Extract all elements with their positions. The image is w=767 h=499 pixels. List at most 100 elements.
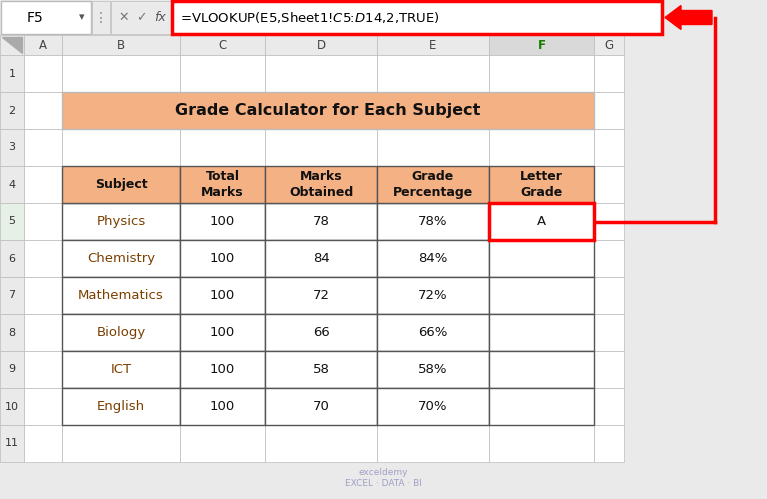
Bar (180, 166, 265, 203)
Polygon shape (2, 37, 22, 53)
Text: ICT: ICT (110, 363, 132, 376)
Bar (489, 351, 594, 388)
Text: 84%: 84% (418, 252, 448, 265)
Bar (594, 240, 624, 277)
Bar (265, 425, 377, 462)
Bar (489, 166, 594, 203)
Text: 4: 4 (8, 180, 15, 190)
Bar (265, 55, 377, 92)
Bar (62, 425, 180, 462)
Bar (594, 314, 624, 351)
Text: 100: 100 (210, 326, 235, 339)
Text: 100: 100 (210, 400, 235, 413)
Text: Physics: Physics (97, 215, 146, 228)
Bar (489, 388, 594, 425)
Bar (265, 129, 377, 166)
Text: 70: 70 (313, 400, 330, 413)
Bar (0, 388, 24, 425)
Text: Total
Marks: Total Marks (201, 170, 244, 199)
Text: fx: fx (154, 11, 166, 24)
Text: 6: 6 (8, 253, 15, 263)
Bar (0, 203, 24, 240)
Bar (0, 129, 24, 166)
Bar (62, 166, 180, 203)
Bar (62, 240, 180, 277)
Bar (0, 35, 24, 55)
Bar (180, 388, 265, 425)
Text: 58: 58 (313, 363, 330, 376)
Text: 10: 10 (5, 402, 19, 412)
Bar (594, 92, 624, 129)
Bar (377, 314, 489, 351)
Bar (265, 92, 377, 129)
Bar (180, 351, 265, 388)
Bar (24, 92, 62, 129)
Bar (24, 55, 62, 92)
Bar (180, 314, 265, 351)
Text: 7: 7 (8, 290, 15, 300)
Text: exceldemy
EXCEL · DATA · BI: exceldemy EXCEL · DATA · BI (344, 468, 421, 489)
Bar (24, 129, 62, 166)
Bar (377, 388, 489, 425)
Bar (0, 277, 24, 314)
Bar (377, 388, 489, 425)
Text: E: E (430, 38, 436, 51)
Bar (489, 129, 594, 166)
Bar (180, 425, 265, 462)
Bar (377, 240, 489, 277)
Bar (594, 166, 624, 203)
Bar (265, 240, 377, 277)
Bar (24, 351, 62, 388)
Bar (180, 92, 265, 129)
Bar (594, 277, 624, 314)
Bar (0, 425, 24, 462)
Text: B: B (117, 38, 125, 51)
Bar (489, 351, 594, 388)
Bar (377, 351, 489, 388)
Text: A: A (39, 38, 47, 51)
Bar (62, 277, 180, 314)
Bar (265, 351, 377, 388)
Bar (180, 35, 265, 55)
Bar (24, 35, 62, 55)
Bar (172, 1, 662, 34)
Bar (265, 351, 377, 388)
Text: Biology: Biology (97, 326, 146, 339)
Bar (265, 240, 377, 277)
Text: C: C (219, 38, 226, 51)
Bar (489, 55, 594, 92)
Bar (265, 388, 377, 425)
Bar (1, 1, 91, 34)
Bar (62, 92, 180, 129)
Text: 3: 3 (8, 143, 15, 153)
Bar (62, 240, 180, 277)
Bar (489, 240, 594, 277)
Text: Grade Calculator for Each Subject: Grade Calculator for Each Subject (176, 103, 481, 118)
Bar (594, 388, 624, 425)
Bar (111, 1, 171, 34)
Bar (24, 240, 62, 277)
Bar (0, 240, 24, 277)
Text: A: A (537, 215, 546, 228)
Bar (24, 314, 62, 351)
Text: ✓: ✓ (136, 11, 146, 24)
Bar (62, 55, 180, 92)
Bar (377, 351, 489, 388)
Text: 84: 84 (313, 252, 329, 265)
Text: 9: 9 (8, 364, 15, 375)
Bar (0, 92, 24, 129)
Bar (489, 166, 594, 203)
Bar (180, 351, 265, 388)
Text: ✕: ✕ (119, 11, 130, 24)
Bar (489, 277, 594, 314)
Bar (594, 203, 624, 240)
Bar (265, 277, 377, 314)
Bar (594, 55, 624, 92)
Bar (265, 277, 377, 314)
Bar (489, 240, 594, 277)
Bar (377, 55, 489, 92)
Bar (489, 92, 594, 129)
Text: Subject: Subject (94, 178, 147, 191)
Bar (377, 129, 489, 166)
Text: 2: 2 (8, 105, 15, 115)
